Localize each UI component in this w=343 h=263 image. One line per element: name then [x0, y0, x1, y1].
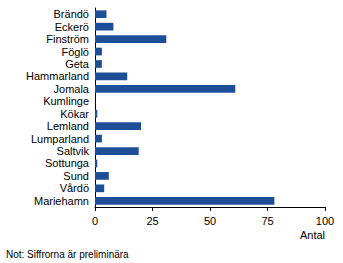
svg-text:Finström: Finström: [46, 33, 89, 45]
svg-text:Saltvik: Saltvik: [57, 145, 90, 157]
svg-text:Lumparland: Lumparland: [31, 133, 89, 145]
svg-text:Geta: Geta: [65, 58, 90, 70]
svg-text:Sund: Sund: [63, 170, 89, 182]
svg-text:Not: Siffrorna är preliminära: Not: Siffrorna är preliminära: [6, 249, 129, 260]
svg-text:50: 50: [204, 215, 216, 227]
svg-text:Eckerö: Eckerö: [55, 21, 89, 33]
svg-text:Vårdö: Vårdö: [60, 182, 89, 194]
svg-text:0: 0: [92, 215, 98, 227]
svg-text:25: 25: [146, 215, 158, 227]
svg-text:Hammarland: Hammarland: [26, 70, 89, 82]
svg-text:Mariehamn: Mariehamn: [34, 195, 89, 207]
svg-text:75: 75: [261, 215, 273, 227]
svg-text:Sottunga: Sottunga: [45, 157, 90, 169]
svg-text:100: 100: [316, 215, 334, 227]
svg-text:Brändö: Brändö: [54, 8, 89, 20]
svg-text:Lemland: Lemland: [47, 120, 89, 132]
svg-text:Kökar: Kökar: [60, 108, 89, 120]
svg-text:Antal: Antal: [300, 229, 325, 241]
svg-text:Föglö: Föglö: [61, 46, 89, 58]
svg-text:Kumlinge: Kumlinge: [43, 95, 89, 107]
svg-text:Jomala: Jomala: [54, 83, 90, 95]
